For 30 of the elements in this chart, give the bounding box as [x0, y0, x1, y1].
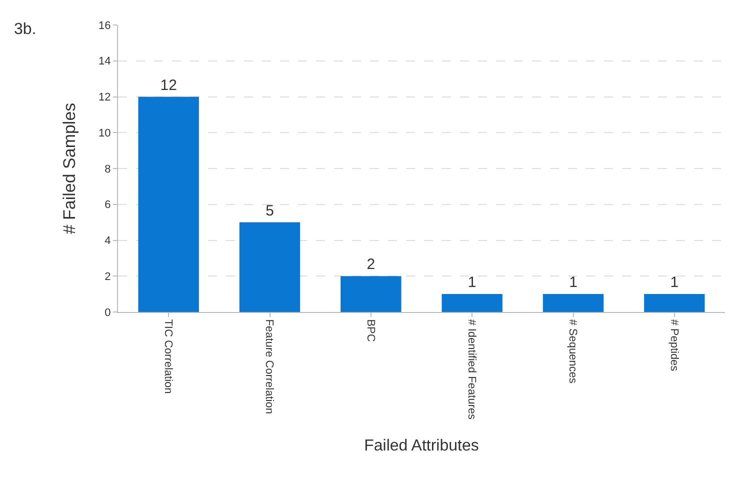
bar [138, 96, 199, 312]
data-label: 1 [569, 274, 578, 292]
y-tick-label: 2 [104, 270, 111, 283]
y-tick-label: 14 [98, 56, 111, 68]
x-tick-label: BPC [364, 319, 376, 342]
x-tick-label: # Identified Features [466, 319, 478, 420]
y-tick-label: 8 [104, 163, 111, 176]
y-tick-label: 16 [98, 20, 111, 32]
y-axis-title: # Failed Samples [60, 102, 80, 234]
y-tick-label: 10 [98, 127, 111, 140]
bar [644, 294, 705, 312]
x-tick-label: # Peptides [668, 319, 680, 372]
x-tick-label: # Sequences [566, 319, 579, 384]
x-tick-label: TIC Correlation [162, 319, 174, 394]
bar [340, 276, 402, 312]
data-label: 12 [160, 76, 177, 94]
x-tick-label: Feature Correlation [263, 319, 276, 414]
data-label: 1 [468, 274, 476, 292]
bar [542, 294, 604, 312]
x-axis-title: Failed Attributes [364, 438, 479, 455]
y-tick-label: 12 [98, 92, 111, 104]
y-tick-label: 4 [104, 235, 111, 248]
data-label: 5 [266, 202, 274, 220]
text: 3b. [14, 21, 36, 38]
y-tick-label: 6 [104, 199, 111, 212]
bar [442, 294, 502, 312]
y-tick-label: 0 [104, 306, 111, 319]
bar [239, 222, 300, 312]
data-label: 2 [366, 256, 376, 274]
data-label: 1 [670, 274, 679, 292]
